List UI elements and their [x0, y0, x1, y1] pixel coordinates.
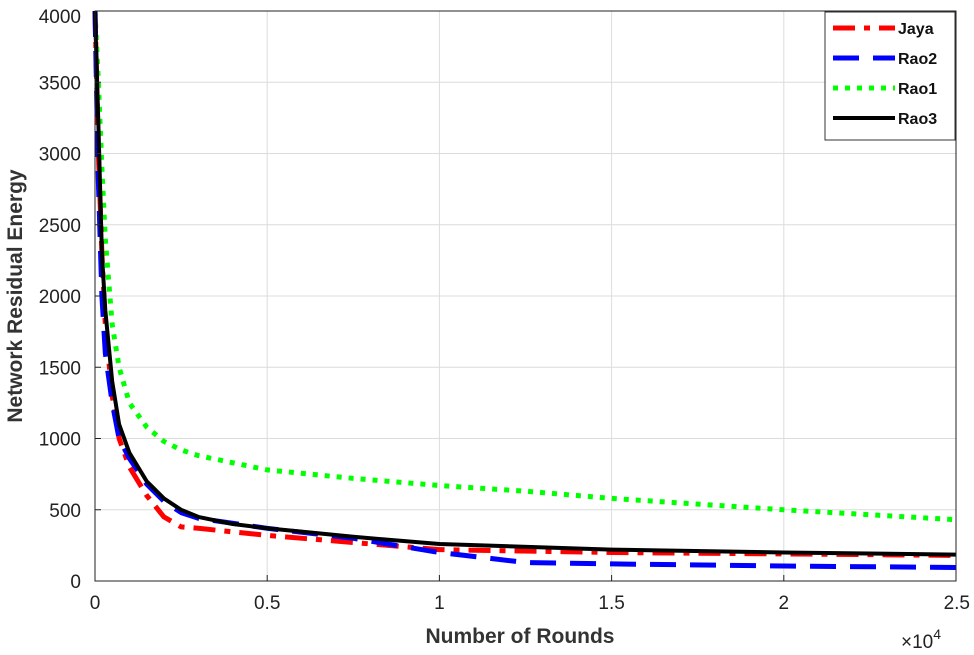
x-tick-label: 1 [434, 593, 445, 614]
y-tick-label: 3500 [39, 73, 81, 94]
legend-label-rao1: Rao1 [898, 81, 937, 98]
x-multiplier: ×104 [901, 626, 941, 653]
legend: Jaya Rao2 Rao1 Rao3 [824, 11, 956, 141]
y-tick-label: 0 [70, 572, 81, 593]
x-multiplier-exponent: 4 [933, 626, 941, 642]
y-tick-label: 4000 [39, 7, 81, 28]
legend-label-jaya: Jaya [898, 21, 934, 38]
y-axis-label: Network Residual Energy [4, 169, 27, 423]
y-tick-label: 3000 [39, 145, 81, 166]
series-line-rao3 [93, 10, 957, 557]
tick-layer: 0 0.5 1 1.5 2 2.5 0 500 1000 1500 2000 2500 3000 3500… [39, 7, 970, 614]
x-tick-label: 1.5 [598, 593, 624, 614]
y-tick-label: 1500 [39, 358, 81, 379]
x-multiplier-base: ×10 [901, 632, 933, 653]
series-line-rao2 [92, 10, 957, 570]
x-tick-label: 2 [779, 593, 790, 614]
x-tick-label: 2.5 [944, 593, 970, 614]
legend-label-rao2: Rao2 [898, 51, 937, 68]
series-line-rao1 [92, 10, 957, 523]
y-tick-label: 500 [49, 501, 81, 522]
series-layer [92, 10, 957, 570]
x-tick-label: 0 [90, 593, 101, 614]
y-tick-label: 2500 [39, 216, 81, 237]
x-axis-label: Number of Rounds [426, 625, 615, 648]
y-tick-label: 2000 [39, 287, 81, 308]
legend-label-rao3: Rao3 [898, 111, 937, 128]
y-tick-label: 1000 [39, 430, 81, 451]
x-tick-label: 0.5 [254, 593, 280, 614]
